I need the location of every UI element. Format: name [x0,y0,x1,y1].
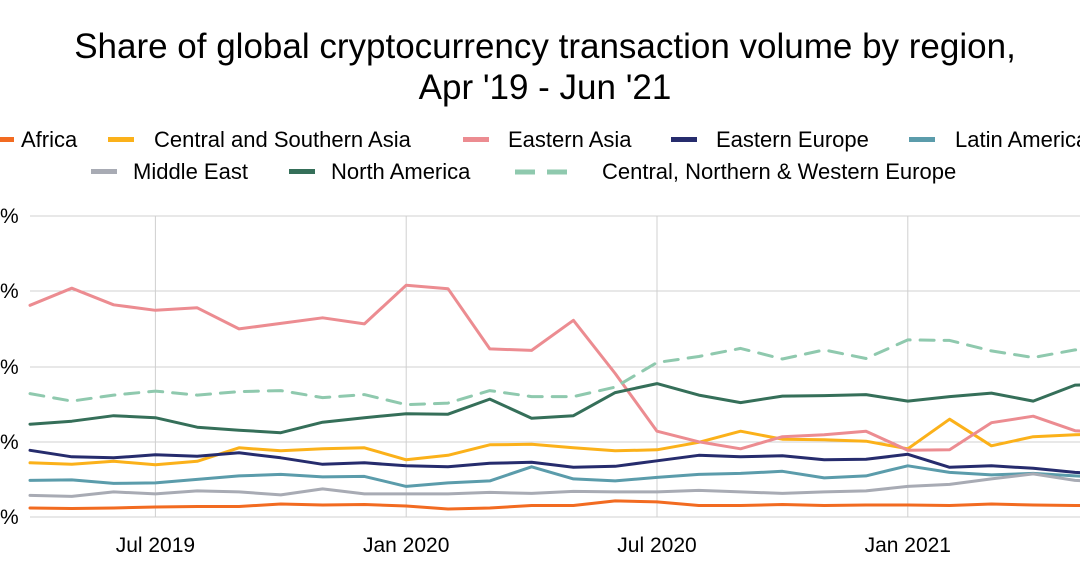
legend-label: Latin America [955,127,1080,152]
legend-swatch [289,169,315,174]
series-line-eastern-asia [28,283,1080,452]
legend-label: Central, Northern & Western Europe [602,159,957,184]
legend-swatch [463,137,489,142]
chart-subtitle-line: Apr '19 - Jun '21 [418,68,672,107]
series-line-north-america [28,382,1080,435]
x-tick-label: Jul 2019 [116,534,195,557]
legend-swatch [108,137,134,142]
x-tick-label: Jan 2020 [363,534,449,557]
legend-label: Middle East [133,159,248,184]
y-tick-label: % [0,356,19,379]
gridlines [30,215,1080,518]
legend-label: North America [331,159,471,184]
legend-swatch [0,137,14,142]
chart-title: Share of global cryptocurrency transacti… [0,26,1080,108]
legend-label: Central and Southern Asia [154,127,411,152]
legend-swatch [91,169,117,174]
legend-label: Africa [21,127,78,152]
series-line-middle-east [28,472,1080,498]
chart-legend: Africa Central and Southern Asia Eastern A… [0,0,1080,200]
legend-swatch [909,137,935,142]
y-tick-label: % [0,431,19,454]
y-tick-label: % [0,506,19,529]
legend-swatch [671,137,697,142]
legend-label: Eastern Asia [508,127,632,152]
series-line-central-northern-western-europe [28,338,1080,407]
x-tick-label: Jan 2021 [865,534,951,557]
y-tick-label: % [0,280,19,303]
legend-label: Eastern Europe [716,127,869,152]
series-line-africa [28,499,1080,511]
series-line-latin-america [28,464,1080,488]
y-tick-label: % [0,205,19,228]
legend-swatch [515,169,577,175]
series-line-eastern-europe [28,448,1080,475]
x-tick-label: Jul 2020 [617,534,696,557]
chart-title-line: Share of global cryptocurrency transacti… [74,27,1016,66]
series-line-central-and-southern-asia [28,417,1080,467]
